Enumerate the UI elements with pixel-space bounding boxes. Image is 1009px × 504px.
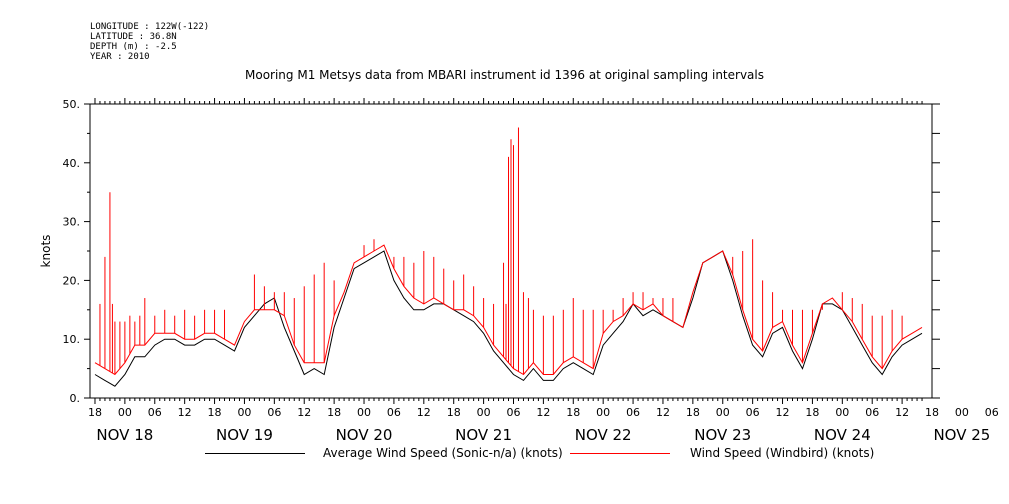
legend-label-windbird: Wind Speed (Windbird) (knots) bbox=[690, 446, 875, 460]
x-tick-label: 00 bbox=[835, 406, 849, 419]
metadata-depth: DEPTH (m) : -2.5 bbox=[90, 42, 177, 52]
x-tick-label: 06 bbox=[387, 406, 401, 419]
x-tick-label: 18 bbox=[447, 406, 461, 419]
x-tick-label: 18 bbox=[925, 406, 939, 419]
y-tick-label: 0. bbox=[70, 392, 81, 405]
y-tick-label: 20. bbox=[63, 274, 81, 287]
x-tick-label: 06 bbox=[985, 406, 999, 419]
x-tick-label: 18 bbox=[805, 406, 819, 419]
x-tick-label: 00 bbox=[118, 406, 132, 419]
x-axis: 18 00 06 12 18 00 06 12 18 00 06 12 18 00 06 12 18 00 06 12… bbox=[88, 98, 999, 440]
legend-swatch-windbird bbox=[570, 453, 670, 454]
x-tick-label: 06 bbox=[267, 406, 281, 419]
chart-canvas: 0. 10. 20. 30. 40. 50. 18 00 06 12 18 00 06 12 18 00 06… bbox=[39, 98, 999, 440]
x-tick-label: 18 bbox=[566, 406, 580, 419]
y-axis: 0. 10. 20. 30. 40. 50. bbox=[63, 98, 940, 405]
x-tick-label: 12 bbox=[895, 406, 909, 419]
x-tick-label: 12 bbox=[417, 406, 431, 419]
metadata-block: LONGITUDE : 122W(-122) LATITUDE : 36.8N … bbox=[90, 22, 209, 62]
legend-swatch-sonic bbox=[205, 453, 305, 454]
x-tick-label: 06 bbox=[865, 406, 879, 419]
y-tick-label: 10. bbox=[63, 333, 81, 346]
x-tick-label: 06 bbox=[148, 406, 162, 419]
metadata-latitude: LATITUDE : 36.8N bbox=[90, 32, 177, 42]
x-tick-label: 06 bbox=[746, 406, 760, 419]
y-tick-label: 50. bbox=[63, 98, 81, 111]
x-day-label: NOV 18 bbox=[96, 426, 153, 440]
x-day-label: NOV 21 bbox=[455, 426, 512, 440]
x-tick-label: 12 bbox=[536, 406, 550, 419]
legend-label-sonic: Average Wind Speed (Sonic-n/a) (knots) bbox=[323, 446, 563, 460]
x-tick-label: 00 bbox=[596, 406, 610, 419]
x-tick-label: 12 bbox=[656, 406, 670, 419]
x-tick-label: 00 bbox=[237, 406, 251, 419]
x-tick-label: 12 bbox=[178, 406, 192, 419]
x-tick-label: 00 bbox=[357, 406, 371, 419]
x-day-label: NOV 25 bbox=[933, 426, 990, 440]
legend: Average Wind Speed (Sonic-n/a) (knots) W… bbox=[0, 444, 1009, 464]
y-axis-label: knots bbox=[39, 235, 53, 268]
metadata-longitude: LONGITUDE : 122W(-122) bbox=[90, 22, 210, 32]
series-line-sonic bbox=[94, 250, 923, 387]
x-tick-label: 18 bbox=[686, 406, 700, 419]
x-tick-label: 00 bbox=[955, 406, 969, 419]
x-tick-label: 00 bbox=[477, 406, 491, 419]
series-layer bbox=[94, 127, 923, 387]
x-day-label: NOV 20 bbox=[336, 426, 393, 440]
x-day-label: NOV 19 bbox=[216, 426, 273, 440]
chart-title: Mooring M1 Metsys data from MBARI instru… bbox=[245, 68, 764, 82]
x-tick-label: 06 bbox=[626, 406, 640, 419]
x-tick-label: 18 bbox=[208, 406, 222, 419]
x-tick-label: 06 bbox=[506, 406, 520, 419]
x-tick-label: 18 bbox=[327, 406, 341, 419]
y-tick-label: 30. bbox=[63, 216, 81, 229]
metadata-year: YEAR : 2010 bbox=[90, 52, 150, 62]
x-day-label: NOV 23 bbox=[694, 426, 751, 440]
x-day-label: NOV 24 bbox=[814, 426, 871, 440]
x-tick-label: 18 bbox=[88, 406, 102, 419]
y-tick-label: 40. bbox=[63, 157, 81, 170]
x-day-label: NOV 22 bbox=[575, 426, 632, 440]
x-tick-label: 12 bbox=[297, 406, 311, 419]
x-tick-label: 00 bbox=[716, 406, 730, 419]
x-tick-label: 12 bbox=[776, 406, 790, 419]
